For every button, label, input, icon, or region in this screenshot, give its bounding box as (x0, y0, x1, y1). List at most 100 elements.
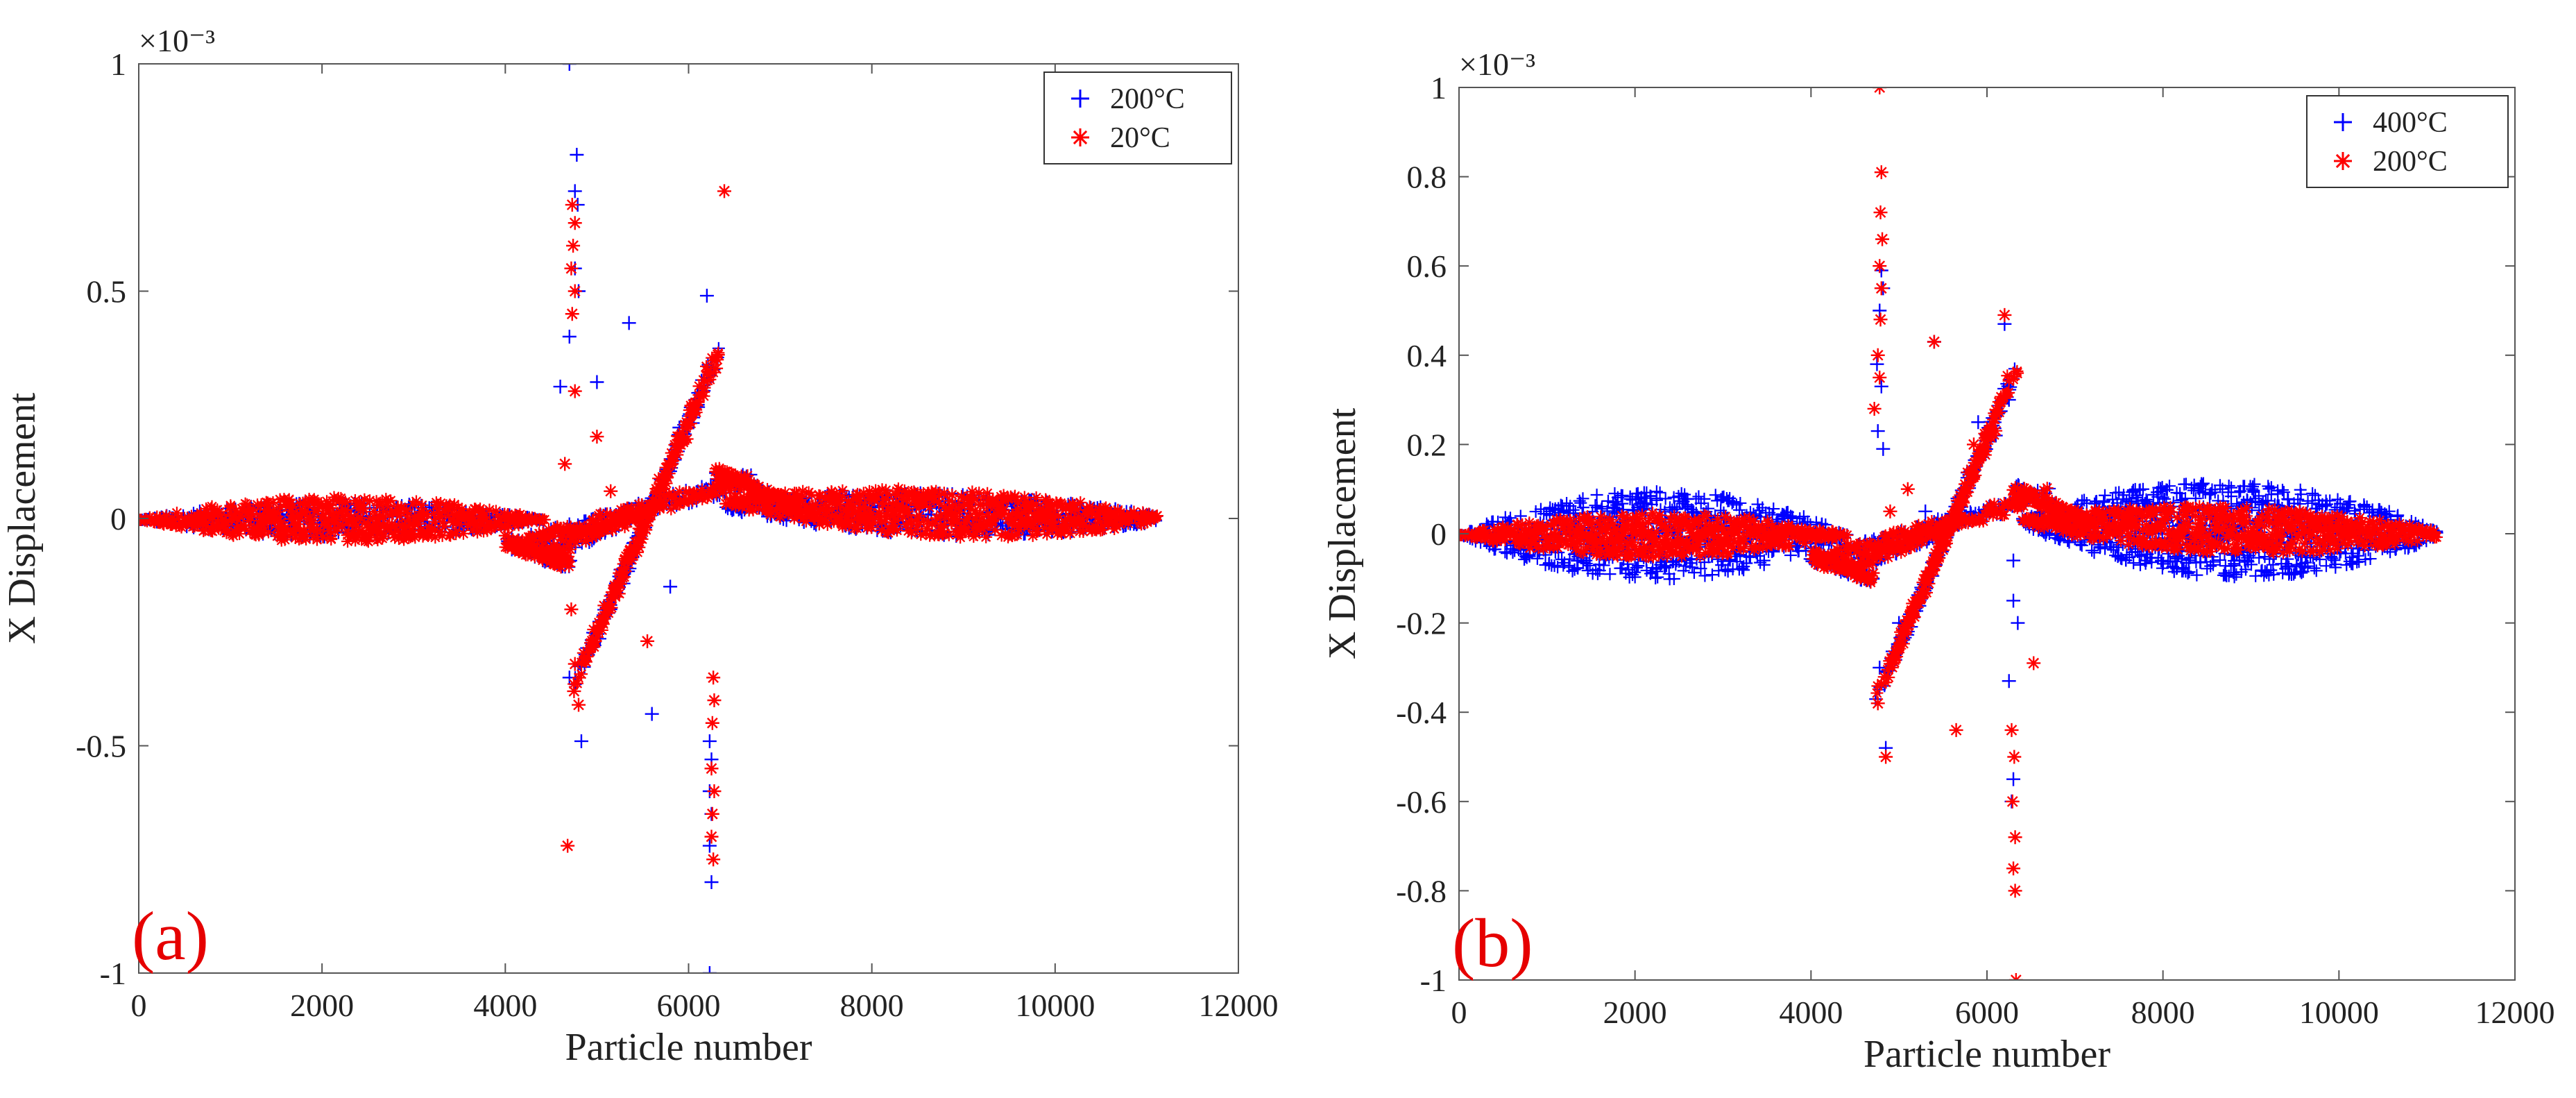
series-1-point-1 (568, 216, 582, 230)
series-0-point-11 (2006, 553, 2021, 568)
chart-panel-b: 0 2000 4000 6000 8000 10000 12000 -1 -0.8 -0.6 -0.… (1321, 47, 2555, 1076)
legend-box (2306, 95, 2509, 188)
series-1-point-10 (705, 806, 719, 821)
legend-marker-1 (1071, 128, 1089, 146)
series-1-point-2 (566, 239, 581, 253)
x-tick-label-4: 8000 (840, 988, 904, 1023)
series-1-point-25 (1966, 437, 1981, 452)
series-1-point-23 (2010, 366, 2024, 380)
axis-exponent: ×10⁻³ (139, 23, 215, 58)
series-0-point-2 (1873, 303, 1887, 318)
plot-area (139, 64, 1163, 973)
x-tick-label-1: 2000 (1603, 995, 1667, 1030)
series-0-point-17 (702, 966, 717, 973)
series-1-point-21 (2027, 656, 2041, 670)
chart-panel-a: 0 2000 4000 6000 8000 10000 12000 -1 -0.5 0 0.5 1 ×1… (1, 23, 1279, 1069)
axis-exponent: ×10⁻³ (1459, 47, 1535, 82)
legend-marker-0 (2334, 113, 2352, 131)
x-tick-label-6: 12000 (2475, 995, 2555, 1030)
series-0-point-18 (574, 734, 588, 748)
series-0-point-22 (590, 375, 604, 389)
series-0-point-6 (562, 330, 577, 344)
series-1-point-16 (567, 684, 581, 698)
series-1-point-4 (568, 284, 582, 298)
legend-marker-0 (1071, 90, 1089, 108)
series-1-point-16 (2007, 750, 2022, 764)
series-0-point-14 (2006, 772, 2021, 786)
series-0-point-2 (568, 184, 582, 199)
series-1-point-6 (1873, 312, 1888, 327)
x-tick-label-3: 6000 (1955, 995, 2019, 1030)
series-1-point-12 (706, 852, 721, 867)
x-tick-label-5: 10000 (2299, 995, 2379, 1030)
x-tick-label-1: 2000 (290, 988, 354, 1023)
series-1-point-14 (707, 693, 722, 707)
y-tick-label-3: 0.5 (87, 274, 127, 310)
x-tick-label-5: 10000 (1015, 988, 1095, 1023)
series-1-point-22 (1870, 696, 1885, 711)
series-1-point-4 (1873, 259, 1887, 273)
y-tick-label-4: -0.2 (1396, 606, 1447, 641)
series-1-point-1 (1874, 165, 1888, 180)
series-1-point-19 (1927, 335, 1941, 349)
series-0-point-0 (562, 64, 577, 71)
x-tick-label-0: 0 (131, 988, 147, 1023)
series-0-point-16 (704, 875, 719, 889)
series-0-point-4 (1874, 379, 1888, 394)
series-0-point-3 (1870, 357, 1884, 371)
series-1-point-5 (565, 307, 579, 321)
y-tick-label-8: 0.6 (1407, 248, 1447, 284)
series-0-point-21 (663, 580, 678, 594)
series-1-point-3 (564, 261, 579, 276)
series-1-point-24 (558, 457, 572, 471)
x-axis-label: Particle number (565, 1026, 812, 1069)
series-1 (1459, 87, 2443, 980)
legend: 200°C 20°C (1043, 71, 1232, 164)
series-0-point-20 (1918, 504, 1933, 518)
series-1-point-13 (705, 716, 719, 730)
series-0-point-5 (1870, 424, 1885, 439)
series-1-point-13 (2006, 861, 2021, 876)
y-tick-label-6: 0.2 (1407, 427, 1447, 462)
series-1-point-10 (1879, 750, 1893, 764)
series-1-point-17 (568, 657, 582, 671)
series-1-point-3 (1875, 232, 1890, 246)
series-1-point-8 (1873, 370, 1887, 385)
y-tick-label-2: 0 (110, 501, 126, 537)
legend-marker-1 (2334, 152, 2352, 170)
x-tick-label-4: 8000 (2131, 995, 2195, 1030)
legend: 400°C 200°C (2306, 95, 2509, 188)
panel-label: (a) (132, 897, 209, 974)
series-0-point-11 (702, 734, 717, 748)
series-1-point-27 (564, 602, 579, 616)
series-1-point-25 (672, 430, 687, 444)
series-1-point-26 (568, 384, 582, 398)
series-1-point-2 (1873, 205, 1888, 220)
y-axis-label: X Displacement (1321, 407, 1364, 659)
series-1-point-12 (2008, 884, 2022, 898)
series-0-point-7 (553, 380, 568, 394)
y-tick-label-3: -0.4 (1396, 695, 1447, 730)
series-1-point-15 (706, 670, 721, 685)
series-1-point-0 (565, 198, 579, 212)
series-1-point-14 (2008, 830, 2022, 845)
y-tick-label-9: 0.8 (1407, 160, 1447, 195)
y-axis-label: X Displacement (1, 392, 44, 644)
x-tick-label-0: 0 (1451, 995, 1467, 1030)
series-1-point-21 (590, 430, 604, 444)
series-0-point-12 (2006, 593, 2021, 608)
legend-box (1043, 71, 1232, 164)
panel-label: (b) (1452, 904, 1533, 981)
series-1-point-8 (704, 761, 719, 776)
series-1-point-5 (1874, 281, 1888, 296)
x-tick-label-3: 6000 (657, 988, 721, 1023)
series-1-point-9 (707, 784, 722, 798)
x-tick-label-2: 4000 (1779, 995, 1843, 1030)
series-1-point-23 (640, 634, 655, 648)
series-1-point-7 (1870, 348, 1885, 362)
x-tick-label-6: 12000 (1199, 988, 1279, 1023)
series-1-point-20 (709, 361, 724, 375)
y-tick-label-7: 0.4 (1407, 338, 1447, 373)
legend-entry-1: 200°C (2373, 146, 2448, 178)
plot-area (1459, 87, 2443, 980)
